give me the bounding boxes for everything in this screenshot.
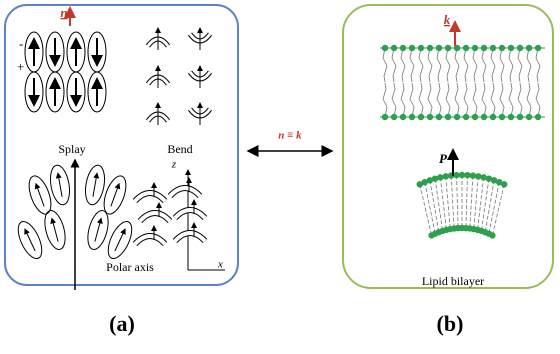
lipid-head <box>453 172 459 178</box>
lipid-tail <box>527 83 531 117</box>
lipid-tail <box>419 48 423 82</box>
lipid-tail <box>509 48 513 82</box>
lipid-tail <box>420 184 432 235</box>
lipid-tail <box>428 48 432 82</box>
lipid-head <box>437 174 443 180</box>
lipid-tail <box>446 176 451 229</box>
lipid-tail <box>527 48 531 82</box>
lipid-tail <box>425 182 435 233</box>
x-axis-label: x <box>217 259 223 271</box>
lipid-tail <box>383 48 387 82</box>
minus-sign: - <box>19 36 23 51</box>
lipid-tail <box>518 48 522 82</box>
lipid-tail <box>430 180 439 232</box>
drawings <box>13 28 545 290</box>
lipid-tail <box>509 83 513 117</box>
lipid-tail <box>500 83 504 117</box>
caption-b: (b) <box>437 311 464 336</box>
polar-arrow <box>25 229 35 251</box>
bend-label: Bend <box>167 142 192 156</box>
lipid-tail <box>437 83 441 117</box>
lipid-tail <box>464 48 468 82</box>
panel-a-frame <box>5 5 238 285</box>
lipid-tail <box>491 83 495 117</box>
lipid-tail <box>392 83 396 117</box>
lipid-head <box>489 232 495 238</box>
normal-label: k <box>444 12 451 27</box>
lipid-tail <box>419 83 423 117</box>
plus-sign: + <box>17 59 24 74</box>
lipid-tail <box>489 182 499 233</box>
polar-arrow <box>36 184 44 207</box>
lipid-tail <box>455 83 459 117</box>
lipid-tail <box>392 48 396 82</box>
lipid-tail <box>410 48 414 82</box>
lipid-tail <box>401 48 405 82</box>
lipid-tail <box>482 48 486 82</box>
splay-label: Splay <box>58 142 85 156</box>
lipid-tail <box>482 83 486 117</box>
polar-arrow <box>52 218 58 241</box>
lipid-tail <box>473 48 477 82</box>
lipid-tail <box>485 180 494 232</box>
lipid-tail <box>446 48 450 82</box>
polarization-label: P <box>439 151 448 166</box>
lipid-tail <box>536 48 540 82</box>
polar-arrow <box>58 173 62 197</box>
lipid-tail <box>383 83 387 117</box>
lipid-tail <box>466 175 468 228</box>
lipid-tail <box>536 83 540 117</box>
lipid-head <box>459 172 465 178</box>
lipid-tail <box>428 83 432 117</box>
lipid-tail <box>491 48 495 82</box>
polar-arrow <box>111 184 119 207</box>
polar-arrow <box>93 173 97 197</box>
lipid-label: Lipid bilayer <box>422 274 484 288</box>
lipid-head <box>464 172 470 178</box>
lipid-tail <box>410 83 414 117</box>
relation-label: n ≡ k <box>278 130 302 142</box>
lipid-tail <box>464 83 468 117</box>
lipid-tail <box>401 83 405 117</box>
director-label: n <box>60 5 67 20</box>
lipid-tail <box>492 184 504 235</box>
z-axis-label: z <box>171 159 177 171</box>
figure: n - + Splay Bend z Polar axis x (a) n ≡ … <box>0 0 560 354</box>
lipid-tail <box>457 175 459 228</box>
lipid-tail <box>500 48 504 82</box>
lipid-tail <box>473 83 477 117</box>
lipid-tail <box>437 48 441 82</box>
lipid-head <box>470 172 476 178</box>
polar-arrow <box>115 229 125 251</box>
lipid-head <box>475 173 481 179</box>
caption-a: (a) <box>109 311 135 336</box>
lipid-head <box>501 181 507 187</box>
lipid-head <box>443 173 449 179</box>
polar-arrow <box>95 218 101 241</box>
lipid-tail <box>474 176 479 229</box>
lipid-tail <box>446 83 450 117</box>
polar-axis-label: Polar axis <box>106 260 154 274</box>
lipid-tail <box>455 48 459 82</box>
lipid-tail <box>470 176 473 229</box>
lipid-tail <box>518 83 522 117</box>
lipid-tail <box>451 176 454 229</box>
